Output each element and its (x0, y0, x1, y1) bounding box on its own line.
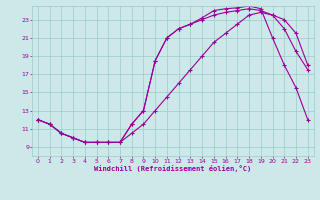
X-axis label: Windchill (Refroidissement éolien,°C): Windchill (Refroidissement éolien,°C) (94, 165, 252, 172)
